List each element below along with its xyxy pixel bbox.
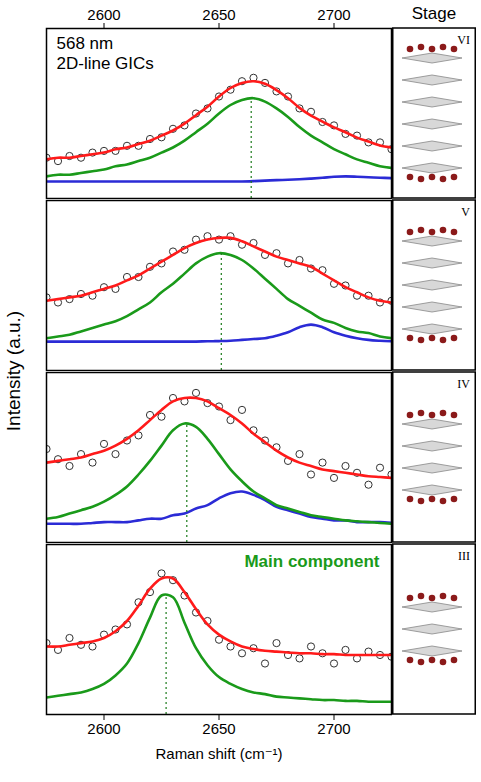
svg-text:568 nm: 568 nm: [57, 34, 114, 53]
svg-text:2600: 2600: [87, 720, 120, 737]
svg-text:2650: 2650: [202, 720, 235, 737]
svg-text:2700: 2700: [317, 6, 350, 23]
svg-text:IV: IV: [457, 377, 470, 391]
svg-text:V: V: [461, 205, 470, 219]
html-text:Intensity (a.u.): Intensity (a.u.): [3, 310, 24, 432]
svg-text:2600: 2600: [87, 6, 120, 23]
svg-text:VI: VI: [457, 33, 470, 47]
svg-text:2D-line GICs: 2D-line GICs: [57, 54, 154, 73]
svg-text:Main component: Main component: [244, 552, 379, 571]
svg-text:2700: 2700: [317, 720, 350, 737]
svg-text:III: III: [458, 549, 470, 563]
svg-text:Stage: Stage: [412, 4, 456, 23]
svg-text:2650: 2650: [202, 6, 235, 23]
svg-text:Raman shift (cm⁻¹): Raman shift (cm⁻¹): [155, 745, 282, 762]
